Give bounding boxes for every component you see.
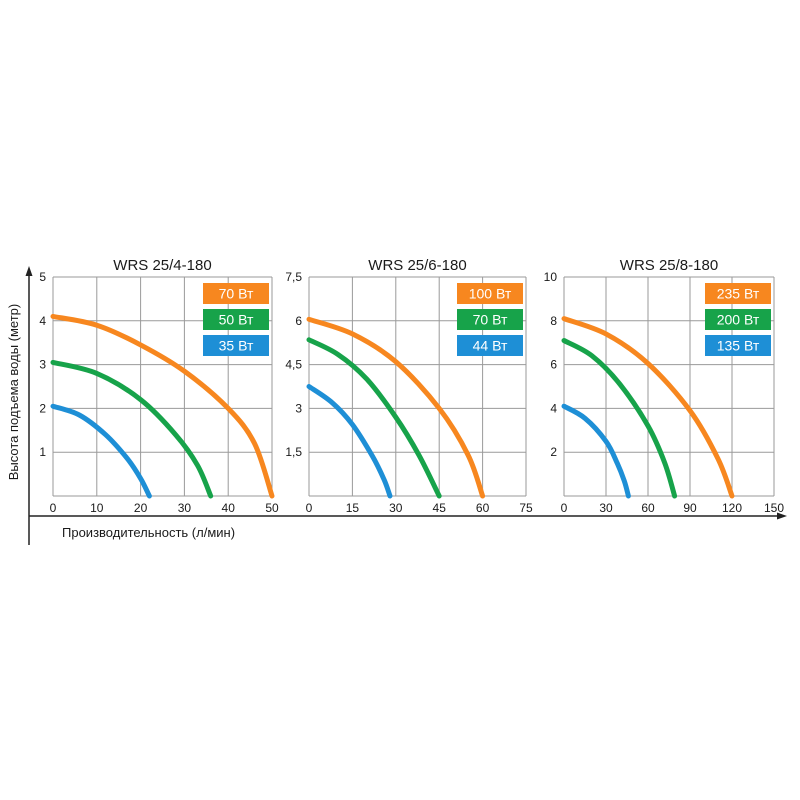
x-tick-label: 30 bbox=[178, 501, 192, 515]
figure-x-axis-arrow bbox=[777, 512, 787, 520]
x-tick-label: 30 bbox=[389, 501, 403, 515]
chart-title: WRS 25/6-180 bbox=[368, 257, 466, 274]
x-tick-label: 45 bbox=[433, 501, 447, 515]
x-tick-label: 20 bbox=[134, 501, 148, 515]
legend-swatch-1 bbox=[705, 283, 771, 304]
legend-swatch-1 bbox=[203, 283, 269, 304]
y-tick-label: 6 bbox=[295, 314, 302, 328]
y-tick-label: 7,5 bbox=[285, 270, 302, 284]
y-tick-label: 2 bbox=[39, 401, 46, 415]
series-line-2 bbox=[50, 359, 214, 499]
x-tick-label: 60 bbox=[476, 501, 490, 515]
figure-axes bbox=[25, 266, 787, 545]
y-tick-label: 4,5 bbox=[285, 358, 302, 372]
y-tick-label: 10 bbox=[544, 270, 558, 284]
x-tick-label: 120 bbox=[722, 501, 742, 515]
y-tick-label: 8 bbox=[550, 314, 557, 328]
x-tick-label: 150 bbox=[764, 501, 784, 515]
figure-ylabel: Высота подъема воды (метр) bbox=[6, 304, 21, 481]
y-tick-label: 4 bbox=[550, 401, 557, 415]
legend-label-2: 200 Вт bbox=[717, 312, 760, 328]
series-line-1 bbox=[561, 316, 735, 499]
y-tick-label: 1,5 bbox=[285, 445, 302, 459]
y-tick-label: 4 bbox=[39, 314, 46, 328]
legend-label-2: 70 Вт bbox=[473, 312, 508, 328]
x-tick-label: 40 bbox=[222, 501, 236, 515]
legend-label-1: 100 Вт bbox=[469, 286, 512, 302]
series-line-3 bbox=[561, 403, 631, 499]
series-line-1 bbox=[50, 313, 275, 499]
x-tick-label: 0 bbox=[306, 501, 313, 515]
series-line-2 bbox=[561, 338, 678, 499]
legend-label-3: 44 Вт bbox=[473, 338, 508, 354]
x-tick-label: 30 bbox=[599, 501, 613, 515]
legend-swatch-3 bbox=[705, 335, 771, 356]
chart-title: WRS 25/8-180 bbox=[620, 257, 718, 274]
y-tick-label: 3 bbox=[295, 401, 302, 415]
series-line-1 bbox=[306, 316, 486, 499]
y-tick-label: 1 bbox=[39, 445, 46, 459]
chart-panel-3: WRS 25/8-180 0 30 60 90 120 150 2 4 6 8 10 235 Вт 200… bbox=[544, 257, 785, 515]
chart-panel-1: WRS 25/4-180 0 10 20 30 40 50 1 2 3 4 5 70 Вт 50 Вт 35… bbox=[39, 257, 279, 515]
legend-swatch-3 bbox=[203, 335, 269, 356]
chart-panel-2: WRS 25/6-180 0 15 30 45 60 75 1,5 3 4,5 6 7,5 100 Вт… bbox=[285, 257, 533, 515]
y-tick-label: 3 bbox=[39, 358, 46, 372]
x-tick-label: 0 bbox=[50, 501, 57, 515]
x-tick-label: 15 bbox=[346, 501, 360, 515]
figure-xlabel: Производительность (л/мин) bbox=[62, 525, 235, 540]
y-tick-label: 6 bbox=[550, 358, 557, 372]
x-tick-label: 10 bbox=[90, 501, 104, 515]
x-tick-label: 0 bbox=[561, 501, 568, 515]
legend-swatch-2 bbox=[457, 309, 523, 330]
x-tick-label: 75 bbox=[519, 501, 533, 515]
legend-swatch-2 bbox=[203, 309, 269, 330]
x-tick-label: 50 bbox=[265, 501, 279, 515]
legend-label-1: 70 Вт bbox=[219, 286, 254, 302]
legend-label-1: 235 Вт bbox=[717, 286, 760, 302]
legend-swatch-2 bbox=[705, 309, 771, 330]
series-line-3 bbox=[306, 384, 393, 499]
x-tick-label: 90 bbox=[683, 501, 697, 515]
series-line-2 bbox=[306, 337, 442, 499]
figure-y-axis-arrow bbox=[25, 266, 33, 276]
legend-swatch-3 bbox=[457, 335, 523, 356]
x-tick-label: 60 bbox=[641, 501, 655, 515]
legend-label-2: 50 Вт bbox=[219, 312, 254, 328]
legend-label-3: 135 Вт bbox=[717, 338, 760, 354]
chart-title: WRS 25/4-180 bbox=[113, 257, 211, 274]
legend-label-3: 35 Вт bbox=[219, 338, 254, 354]
y-tick-label: 5 bbox=[39, 270, 46, 284]
y-tick-label: 2 bbox=[550, 445, 557, 459]
legend-swatch-1 bbox=[457, 283, 523, 304]
series-line-3 bbox=[50, 403, 152, 499]
